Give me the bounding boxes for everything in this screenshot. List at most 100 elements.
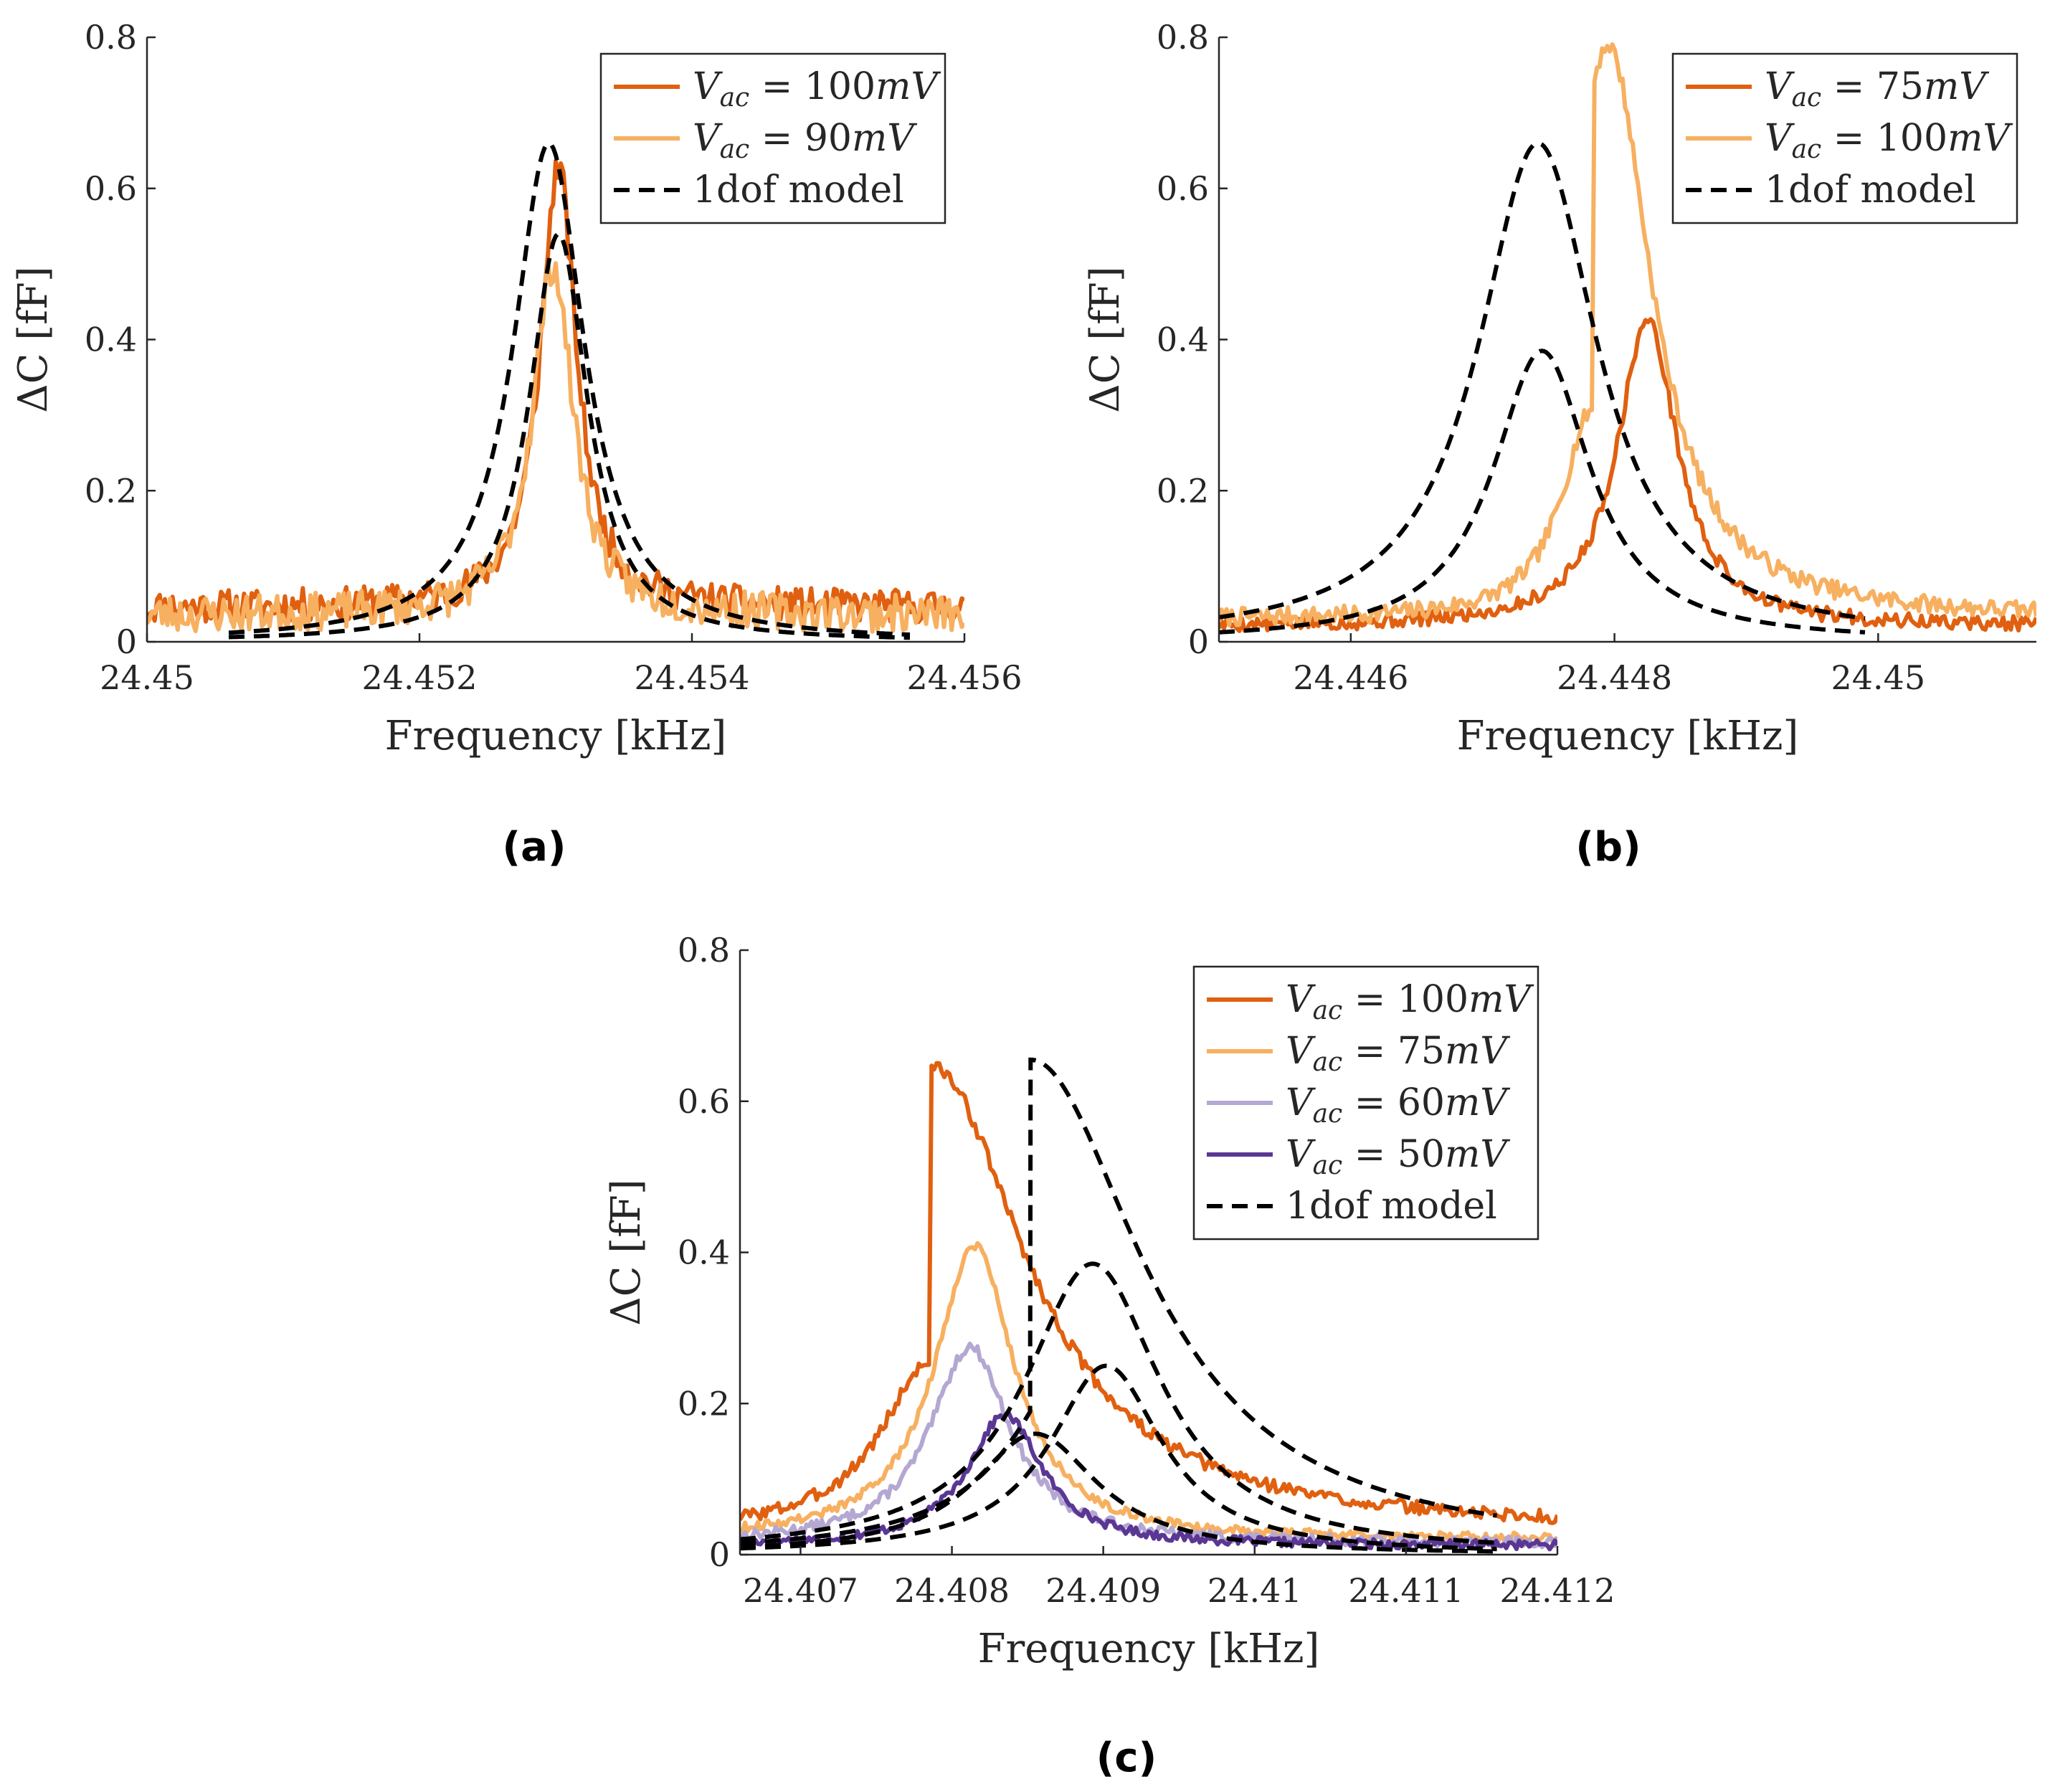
- legend-value: = 90: [749, 117, 852, 160]
- plot-area: [147, 141, 964, 640]
- y-axis-label: ΔC [fF]: [1082, 266, 1129, 412]
- y-axis-label: ΔC [fF]: [603, 1179, 650, 1325]
- legend-var: V: [693, 117, 723, 160]
- y-tick-label: 0.4: [1157, 321, 1209, 359]
- legend-var: V: [1286, 978, 1316, 1021]
- legend-value: = 100: [749, 65, 875, 108]
- legend-unit: mV: [875, 65, 941, 108]
- legend-unit: mV: [1445, 1081, 1510, 1124]
- legend-sub: ac: [1313, 1099, 1343, 1129]
- x-tick-label: 24.446: [1293, 658, 1408, 697]
- legend-sub: ac: [1792, 83, 1822, 113]
- x-tick-label: 24.45: [100, 658, 194, 697]
- x-tick-label: 24.409: [1045, 1571, 1161, 1610]
- legend-value: = 75: [1342, 1030, 1445, 1073]
- model-curve: [740, 1363, 1497, 1552]
- model-curve: [740, 1431, 1497, 1554]
- model-curve: [740, 1057, 1498, 1545]
- y-tick-label: 0.8: [85, 18, 137, 57]
- legend-sub: ac: [1313, 1048, 1343, 1077]
- series-line: [1219, 42, 2036, 627]
- legend-sub: ac: [1313, 1151, 1343, 1180]
- legend-unit: mV: [1445, 1030, 1510, 1073]
- series-line: [147, 261, 964, 634]
- y-tick-label: 0.4: [85, 321, 137, 359]
- legend-entry: Vac = 100mV: [1765, 117, 2013, 164]
- panel-label-a: (a): [503, 824, 566, 871]
- legend-sub: ac: [720, 83, 750, 113]
- legend-entry: Vac = 60mV: [1286, 1081, 1510, 1129]
- x-tick-label: 24.408: [894, 1571, 1010, 1610]
- model-curve: [228, 231, 911, 640]
- legend-entry: Vac = 100mV: [1286, 978, 1534, 1025]
- legend-var: V: [1765, 65, 1795, 108]
- y-tick-label: 0.6: [85, 169, 137, 208]
- legend-value: = 50: [1342, 1133, 1445, 1176]
- panel-label-b: (b): [1575, 824, 1641, 871]
- legend-var: V: [693, 65, 723, 108]
- legend-var: V: [1286, 1030, 1316, 1073]
- x-tick-label: 24.456: [907, 658, 1022, 697]
- x-tick-label: 24.41: [1207, 1571, 1302, 1610]
- model-curve: [740, 1261, 1497, 1545]
- y-axis-label: ΔC [fF]: [10, 266, 57, 412]
- x-axis-label: Frequency [kHz]: [1457, 713, 1799, 759]
- x-tick-label: 24.448: [1557, 658, 1672, 697]
- x-axis-label: Frequency [kHz]: [385, 713, 727, 759]
- y-tick-label: 0.8: [1157, 18, 1209, 57]
- legend-entry: Vac = 75mV: [1765, 65, 1989, 113]
- series-line: [740, 1241, 1557, 1544]
- y-tick-label: 0: [1188, 622, 1209, 661]
- legend-entry: 1dof model: [693, 169, 904, 212]
- legend-entry: Vac = 100mV: [693, 65, 941, 113]
- legend-unit: mV: [1947, 117, 2013, 160]
- series-line: [1219, 317, 2036, 633]
- y-tick-label: 0.4: [678, 1233, 730, 1272]
- y-tick-label: 0.8: [678, 931, 730, 970]
- panel-c: 24.407 24.408 24.409 24.41 24.411 24.412 0 0.2 0…: [603, 931, 1615, 1672]
- legend-entry: Vac = 90mV: [693, 117, 917, 164]
- legend-value: = 100: [1821, 117, 1947, 160]
- y-tick-label: 0.2: [85, 471, 137, 510]
- legend-var: V: [1765, 117, 1795, 160]
- legend-unit: mV: [852, 117, 917, 160]
- y-tick-label: 0.2: [1157, 471, 1209, 510]
- y-tick-label: 0.6: [678, 1082, 730, 1121]
- plot-area: [1219, 42, 2036, 635]
- x-tick-label: 24.452: [362, 658, 478, 697]
- legend-var: V: [1286, 1133, 1316, 1176]
- legend-unit: mV: [1468, 978, 1534, 1021]
- legend-entry: 1dof model: [1286, 1185, 1497, 1228]
- y-tick-label: 0.6: [1157, 169, 1209, 208]
- x-tick-label: 24.407: [743, 1571, 858, 1610]
- x-tick-label: 24.411: [1348, 1571, 1463, 1610]
- panel-b: 24.446 24.448 24.45 0 0.2 0.4 0.6 0.8 Frequency …: [1082, 18, 2036, 759]
- legend-entry: Vac = 50mV: [1286, 1133, 1510, 1180]
- y-tick-label: 0.2: [678, 1384, 730, 1423]
- plot-area: [740, 1057, 1557, 1554]
- x-tick-label: 24.412: [1500, 1571, 1615, 1610]
- legend-unit: mV: [1445, 1133, 1510, 1176]
- y-tick-label: 0: [116, 622, 137, 661]
- legend-value: = 100: [1342, 978, 1468, 1021]
- legend-entry: 1dof model: [1765, 169, 1976, 212]
- legend-sub: ac: [1313, 996, 1343, 1025]
- series-line: [147, 158, 964, 625]
- x-tick-label: 24.45: [1831, 658, 1926, 697]
- model-curve: [1219, 349, 1866, 635]
- series-line: [740, 1341, 1557, 1550]
- model-curve: [1219, 141, 1866, 621]
- legend-sub: ac: [720, 135, 750, 164]
- legend-value: = 60: [1342, 1081, 1445, 1124]
- legend-unit: mV: [1924, 65, 1989, 108]
- model-curve: [228, 141, 911, 637]
- x-axis-label: Frequency [kHz]: [978, 1626, 1320, 1672]
- legend-value: = 75: [1821, 65, 1924, 108]
- series-line: [740, 1061, 1557, 1525]
- legend-sub: ac: [1792, 135, 1822, 164]
- panel-label-c: (c): [1096, 1735, 1157, 1781]
